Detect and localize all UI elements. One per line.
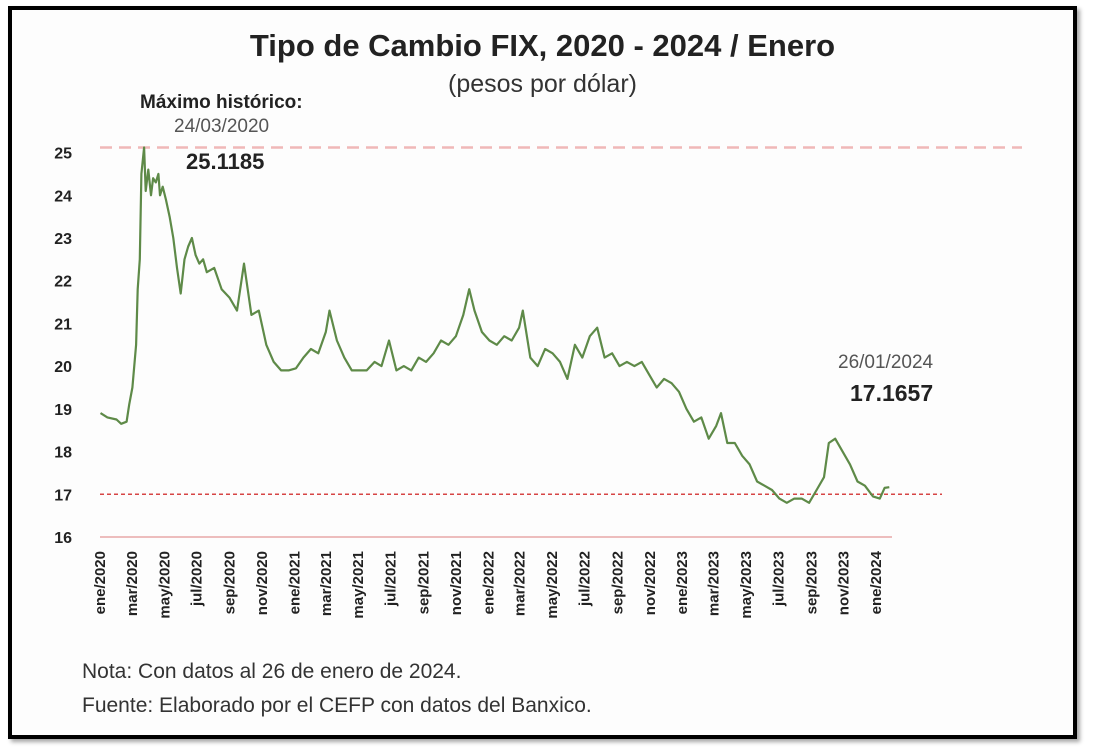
y-tick-label: 20	[54, 359, 72, 376]
x-tick-label: ene/2022	[480, 551, 497, 614]
source-text: Fuente: Elaborado por el CEFP con datos …	[82, 694, 592, 717]
series-line	[99, 146, 890, 504]
x-tick-label: sep/2020	[222, 551, 239, 614]
y-tick-label: 23	[54, 231, 72, 248]
y-tick-label: 17	[54, 487, 72, 504]
chart-frame: 16 17 18 19 20 21 22 23 24 25 ene/2020 mar/2020 may…	[8, 6, 1077, 739]
x-tick-label: nov/2023	[836, 551, 853, 615]
y-tick-label: 24	[54, 188, 72, 205]
x-tick-label: sep/2021	[415, 551, 432, 614]
y-tick-label: 22	[54, 274, 72, 291]
y-tick-label: 21	[54, 316, 72, 333]
x-tick-label: ene/2021	[286, 551, 303, 614]
x-tick-label: sep/2022	[609, 551, 626, 614]
max-annotation-label: Máximo histórico:	[140, 92, 303, 113]
y-tick-label: 19	[54, 402, 72, 419]
x-tick-label: may/2021	[350, 551, 367, 619]
max-annotation-date: 24/03/2020	[174, 116, 270, 137]
note-text: Nota: Con datos al 26 de enero de 2024.	[82, 660, 462, 683]
x-tick-label: may/2022	[544, 551, 561, 619]
y-tick-label: 25	[54, 146, 72, 163]
last-annotation-value: 17.1657	[850, 380, 934, 406]
line-chart: 16 17 18 19 20 21 22 23 24 25 ene/2020 mar/2020 may…	[54, 146, 1022, 619]
x-tick-label: nov/2022	[642, 551, 659, 615]
y-tick-label: 18	[54, 445, 72, 462]
x-tick-label: may/2023	[738, 551, 755, 619]
x-tick-label: mar/2020	[124, 551, 141, 616]
x-tick-label: ene/2023	[674, 551, 691, 614]
x-tick-label: ene/2020	[92, 551, 109, 614]
x-tick-label: ene/2024	[868, 550, 885, 614]
x-tick-label: jul/2023	[770, 551, 787, 607]
x-tick-label: nov/2021	[448, 551, 465, 615]
x-tick-label: may/2020	[156, 551, 173, 619]
chart-subtitle: (pesos por dólar)	[448, 70, 637, 98]
x-tick-label: sep/2023	[803, 551, 820, 614]
y-tick-label: 16	[54, 530, 72, 547]
last-annotation-date: 26/01/2024	[838, 352, 934, 373]
x-tick-label: mar/2022	[512, 551, 529, 616]
x-tick-label: jul/2022	[576, 551, 593, 607]
x-tick-label: mar/2023	[706, 551, 723, 616]
max-annotation-value: 25.1185	[186, 149, 265, 174]
x-tick-label: jul/2020	[189, 551, 206, 607]
x-tick-label: jul/2021	[383, 551, 400, 607]
chart-title: Tipo de Cambio FIX, 2020 - 2024 / Enero	[249, 28, 836, 63]
x-tick-label: mar/2021	[318, 551, 335, 616]
x-tick-label: nov/2020	[254, 551, 271, 615]
